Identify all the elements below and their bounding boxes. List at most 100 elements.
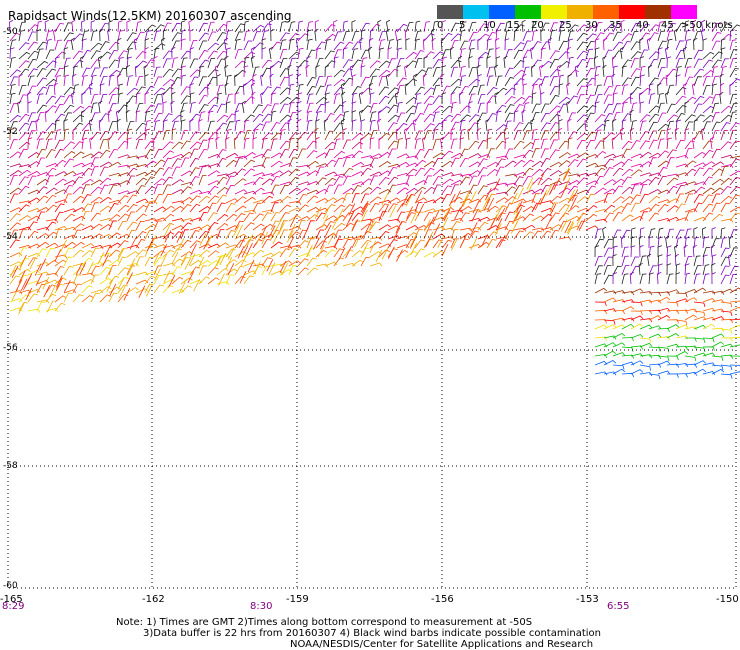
wind-barb xyxy=(621,291,635,296)
wind-barb xyxy=(693,38,698,51)
wind-barb xyxy=(99,217,113,222)
wind-barb xyxy=(315,224,328,231)
wind-barb xyxy=(261,157,270,168)
wind-barb xyxy=(324,197,338,204)
wind-barb xyxy=(476,127,482,141)
wind-barb xyxy=(630,140,641,150)
wind-barb xyxy=(666,120,675,132)
wind-barb xyxy=(495,29,501,42)
wind-barb xyxy=(576,123,588,132)
wind-barb xyxy=(306,220,315,231)
wind-barb xyxy=(564,220,572,234)
wind-barb xyxy=(198,249,211,258)
wind-barb xyxy=(414,186,427,195)
wind-barb xyxy=(666,324,680,330)
wind-barb xyxy=(711,75,720,87)
wind-barb xyxy=(297,92,303,105)
wind-barb xyxy=(441,217,449,230)
wind-barb xyxy=(410,211,418,224)
wind-barb xyxy=(432,196,445,204)
wind-barb xyxy=(666,333,680,339)
wind-barb xyxy=(351,150,363,159)
wind-barb xyxy=(513,104,524,114)
wind-barb xyxy=(261,195,274,204)
wind-barb xyxy=(189,226,203,231)
wind-barb xyxy=(342,41,354,51)
wind-barb xyxy=(504,148,514,159)
wind-barb xyxy=(394,91,400,105)
wind-barb xyxy=(216,84,224,96)
wind-barb xyxy=(361,204,369,217)
wind-barb xyxy=(657,370,671,375)
wind-barb xyxy=(396,23,408,33)
wind-barb xyxy=(666,373,679,378)
wind-barb xyxy=(513,185,524,195)
wind-barb xyxy=(486,31,497,42)
wind-barb xyxy=(135,185,146,195)
wind-barb xyxy=(684,297,698,303)
wind-barb xyxy=(720,227,726,240)
wind-barb xyxy=(513,122,524,132)
wind-barb xyxy=(177,238,185,251)
wind-barb xyxy=(197,256,205,269)
wind-barb xyxy=(486,137,492,150)
wind-barb xyxy=(657,58,666,69)
wind-barb xyxy=(531,227,545,232)
wind-barb xyxy=(719,83,725,96)
wind-barb xyxy=(199,233,207,246)
wind-barb xyxy=(153,184,162,195)
wind-barb xyxy=(558,128,563,141)
wind-barb xyxy=(729,355,740,358)
wind-barb xyxy=(270,122,281,132)
wind-barb xyxy=(18,60,30,69)
wind-barb xyxy=(394,28,399,42)
wind-barb xyxy=(369,75,377,87)
wind-barb xyxy=(205,234,213,248)
wind-barb xyxy=(675,324,689,330)
wind-barb xyxy=(567,215,581,222)
wind-barb xyxy=(603,204,616,213)
wind-barb xyxy=(252,232,265,240)
wind-barb xyxy=(117,256,127,267)
wind-barb xyxy=(495,166,505,177)
wind-barb xyxy=(472,200,480,214)
wind-barb xyxy=(423,167,435,177)
wind-barb xyxy=(216,74,221,87)
wind-barb xyxy=(666,22,676,33)
lon-label: -165 xyxy=(0,594,23,605)
wind-barb xyxy=(630,102,638,114)
wind-barb xyxy=(603,153,617,159)
wind-barb xyxy=(99,76,108,87)
wind-barb xyxy=(63,158,75,168)
wind-barb xyxy=(144,92,149,104)
wind-barb xyxy=(545,217,552,230)
wind-barb xyxy=(612,236,618,249)
wind-barb xyxy=(648,373,661,380)
wind-barb xyxy=(261,149,272,159)
wind-barb xyxy=(621,273,629,285)
wind-barb xyxy=(477,94,486,105)
wind-barb xyxy=(236,224,243,238)
wind-barb xyxy=(621,265,630,276)
wind-barb xyxy=(219,253,227,266)
wind-barb xyxy=(360,105,372,114)
wind-barb xyxy=(441,85,451,96)
wind-barb xyxy=(675,203,686,213)
wind-barb xyxy=(27,175,37,186)
wind-barb xyxy=(675,139,685,150)
wind-barb xyxy=(75,262,83,276)
wind-barb xyxy=(567,74,572,86)
wind-barb xyxy=(306,77,317,87)
wind-barb xyxy=(664,46,670,60)
wind-barb xyxy=(396,244,410,249)
wind-barb xyxy=(378,189,392,195)
wind-barb xyxy=(135,138,144,150)
wind-barb xyxy=(710,244,716,258)
wind-barb xyxy=(702,176,713,186)
colorbar-segment xyxy=(437,5,463,19)
wind-barb xyxy=(422,73,428,87)
wind-barb xyxy=(207,202,217,213)
wind-barb xyxy=(477,185,488,195)
wind-barb xyxy=(620,19,625,33)
wind-barb xyxy=(558,21,566,33)
